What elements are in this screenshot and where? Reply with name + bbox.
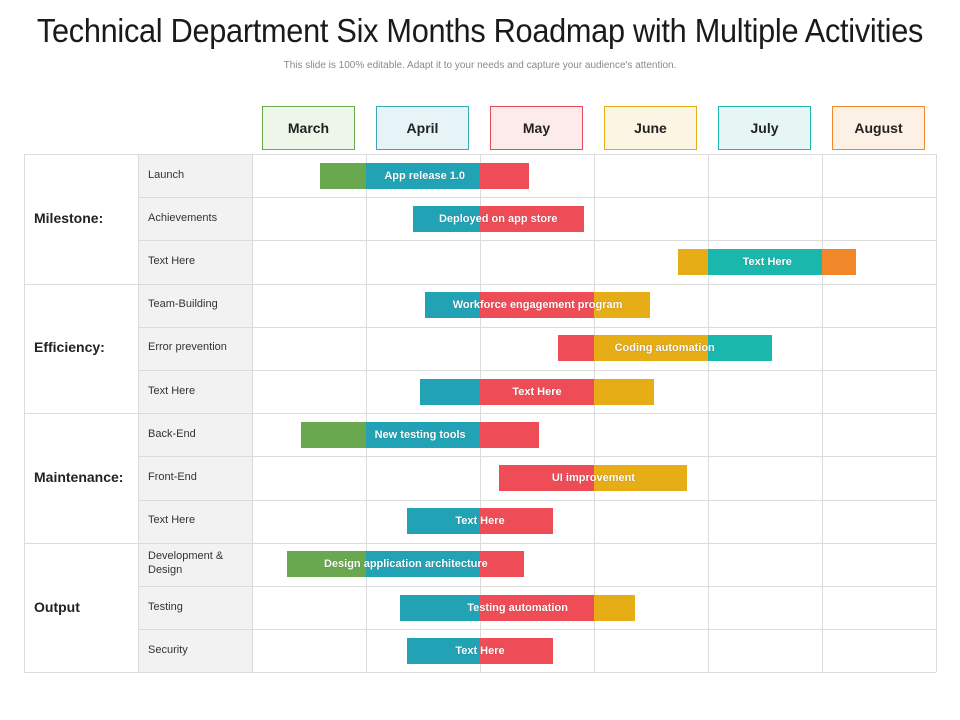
bar-label: New testing tools [374,428,466,441]
row-label: Testing [148,600,183,613]
row-label: Achievements [148,211,218,224]
row-label: Text Here [148,384,196,397]
grid-vline [24,154,25,673]
month-may: May [490,106,583,150]
bar-segment [480,594,594,621]
bar-segment [412,205,480,232]
row-label: Team-Building [148,298,218,311]
row-label: Front-End [148,471,197,483]
grid-vline [594,154,595,673]
bar-segment [480,421,540,448]
grid-hline [138,327,936,328]
bar-segment [480,162,530,189]
bar-segment [678,249,708,275]
grid-hline [138,629,936,630]
grid-hline [138,370,936,371]
month-march: March [262,106,355,150]
grid-hline [138,456,936,457]
month-june: June [604,106,697,150]
group-label: Output [34,598,80,615]
bar-segment [708,249,822,275]
grid-hline [138,586,936,587]
bar-label: UI improvement [551,472,635,484]
grid-vline [936,154,937,673]
month-august: August [832,106,925,150]
bar-segment [594,594,636,621]
bar-label: Testing automation [467,601,568,614]
grid-vline [708,154,709,673]
page-title: Technical Department Six Months Roadmap … [36,12,924,49]
bar-segment [594,378,655,405]
bar-segment [366,162,480,189]
page-subtitle: This slide is 100% editable. Adapt it to… [283,60,677,71]
grid-hline [138,197,936,198]
grid-hline [138,240,936,241]
grid-vline [366,154,367,673]
group-label: Maintenance: [34,469,124,485]
bar-segment [557,335,594,362]
grid-vline [822,154,823,673]
bar-segment [594,465,688,491]
group-label: Milestone: [34,209,104,226]
group-label: Efficiency: [34,339,105,356]
bar-segment [419,378,480,405]
bar-segment [301,421,366,448]
bar-segment [480,637,553,664]
row-label: Text Here [148,514,196,527]
bar-segment [480,378,594,405]
bar-segment [594,292,650,319]
bar-segment [366,551,480,578]
bar-segment [480,205,584,232]
grid-vline [252,154,253,673]
bar-label: Deployed on app store [438,212,558,225]
bar-segment [366,421,480,448]
row-label: Development & Design [148,550,224,577]
row-label: Launch [148,168,185,181]
row-label: Error prevention [148,341,227,354]
bar-segment [320,162,366,189]
bar-segment [708,335,772,362]
bar-segment [822,249,857,275]
bar-label: App release 1.0 [384,169,466,182]
bar-segment [425,292,480,319]
bar-segment [480,508,553,535]
bar-segment [400,594,480,621]
row-label: Text Here [148,255,196,267]
grid-hline [24,672,936,673]
bar-segment [594,335,708,362]
grid-hline [138,500,936,501]
bar-label: Text Here [455,515,505,528]
bar-segment [480,551,525,578]
bar-segment [499,465,594,491]
bar-label: Text Here [455,644,505,657]
bar-label: Design application architecture [323,558,488,571]
bar-label: Workforce engagement program [452,299,623,312]
month-july: July [718,106,811,150]
bar-segment [287,551,366,578]
bar-label: Coding automation [614,342,715,355]
month-april: April [376,106,469,150]
bar-label: Text Here [512,385,562,398]
bar-segment [480,292,594,319]
grid-vline [138,154,139,673]
grid-vline [480,154,481,673]
row-label: Back-End [148,427,196,440]
row-label: Security [148,643,188,656]
bar-segment [407,508,480,535]
bar-segment [407,637,480,664]
bar-label: Text Here [742,256,792,268]
